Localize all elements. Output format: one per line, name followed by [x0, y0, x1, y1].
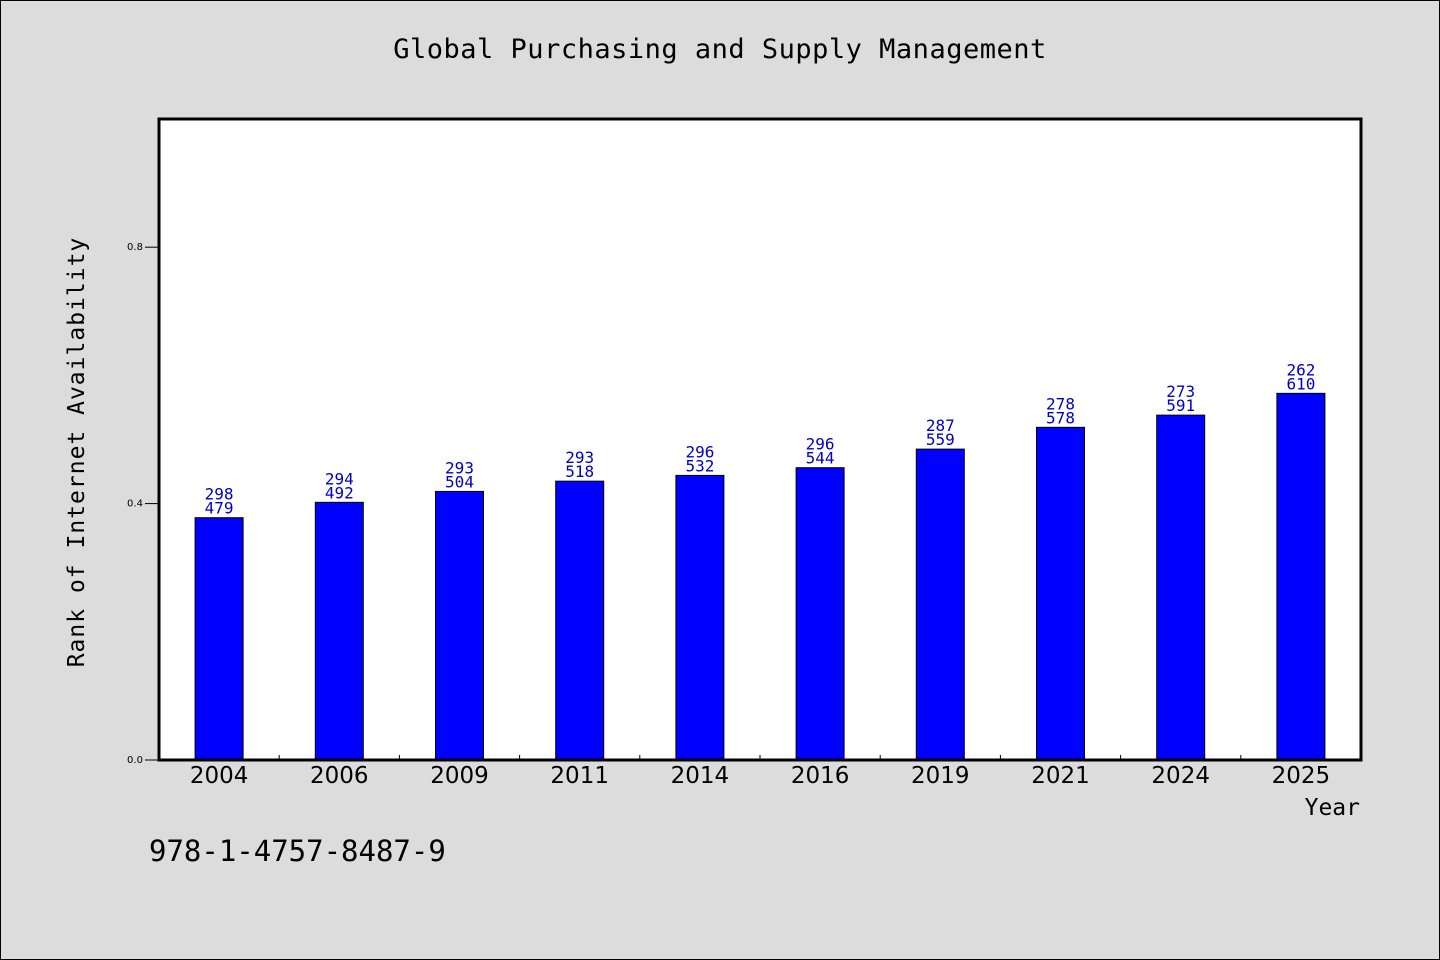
x-tick-label-2016: 2016 [791, 763, 850, 789]
x-tick-label-2006: 2006 [310, 763, 369, 789]
bar-2025 [1276, 392, 1326, 761]
bar-label-bottom-2024: 591 [1166, 396, 1195, 415]
bar-label-bottom-2025: 610 [1286, 374, 1315, 393]
bar-label-top-2019: 287 [926, 416, 955, 435]
x-tick-label-2009: 2009 [430, 763, 489, 789]
x-tick-label-2025: 2025 [1272, 763, 1331, 789]
x-axis-label: Year [1304, 795, 1360, 821]
bar-2011 [555, 480, 605, 761]
y-axis: 0.0 0.4 0.8 [127, 242, 159, 766]
bar-label-top-2016: 296 [806, 435, 835, 454]
y-tick-label-0.8: 0.8 [127, 242, 143, 253]
x-tick-label-2019: 2019 [911, 763, 970, 789]
bar-2006 [314, 501, 364, 761]
bar-2004 [194, 517, 244, 761]
bar-2014 [675, 474, 725, 761]
bar-label-top-2021: 278 [1046, 394, 1075, 413]
x-tick-label-2011: 2011 [550, 763, 609, 789]
bar-label-bottom-2011: 518 [565, 462, 594, 481]
bar-2009 [435, 490, 484, 761]
bar-label-top-2025: 262 [1286, 360, 1315, 379]
bar-label-bottom-2006: 492 [325, 483, 354, 502]
bar-label-top-2004: 298 [205, 485, 234, 504]
bar-2016 [795, 467, 845, 761]
bars-group: 2984792944922935042935182965322965442875… [194, 360, 1326, 761]
bar-label-top-2011: 293 [565, 448, 594, 467]
bar-label-top-2009: 293 [445, 458, 474, 477]
isbn-text: 978-1-4757-8487-9 [149, 834, 446, 868]
bar-label-top-2014: 296 [685, 442, 714, 461]
y-axis-label: Rank of Internet Availability [64, 236, 90, 668]
bar-2021 [1036, 426, 1085, 761]
bar-label-bottom-2009: 504 [445, 472, 474, 491]
x-tick-label-2014: 2014 [671, 763, 730, 789]
bar-2024 [1156, 414, 1206, 761]
bar-label-bottom-2014: 532 [685, 456, 714, 475]
bar-label-bottom-2004: 479 [205, 499, 234, 518]
chart-title: Global Purchasing and Supply Management [393, 34, 1047, 65]
x-axis: 2004 2006 2009 2011 2014 2016 2019 2021 2024 2025 [190, 755, 1330, 789]
bar-label-bottom-2019: 559 [926, 430, 955, 449]
bar-2019 [915, 448, 965, 761]
bar-label-top-2006: 294 [325, 469, 354, 488]
bar-label-bottom-2021: 578 [1046, 408, 1075, 427]
bar-label-top-2024: 273 [1166, 382, 1195, 401]
x-tick-label-2021: 2021 [1031, 763, 1090, 789]
plot-frame [157, 117, 1363, 762]
x-tick-label-2024: 2024 [1151, 763, 1210, 789]
y-tick-label-0.0: 0.0 [127, 755, 143, 766]
bar-label-bottom-2016: 544 [806, 449, 835, 468]
x-tick-label-2004: 2004 [190, 763, 249, 789]
y-tick-label-0.4: 0.4 [127, 499, 143, 510]
